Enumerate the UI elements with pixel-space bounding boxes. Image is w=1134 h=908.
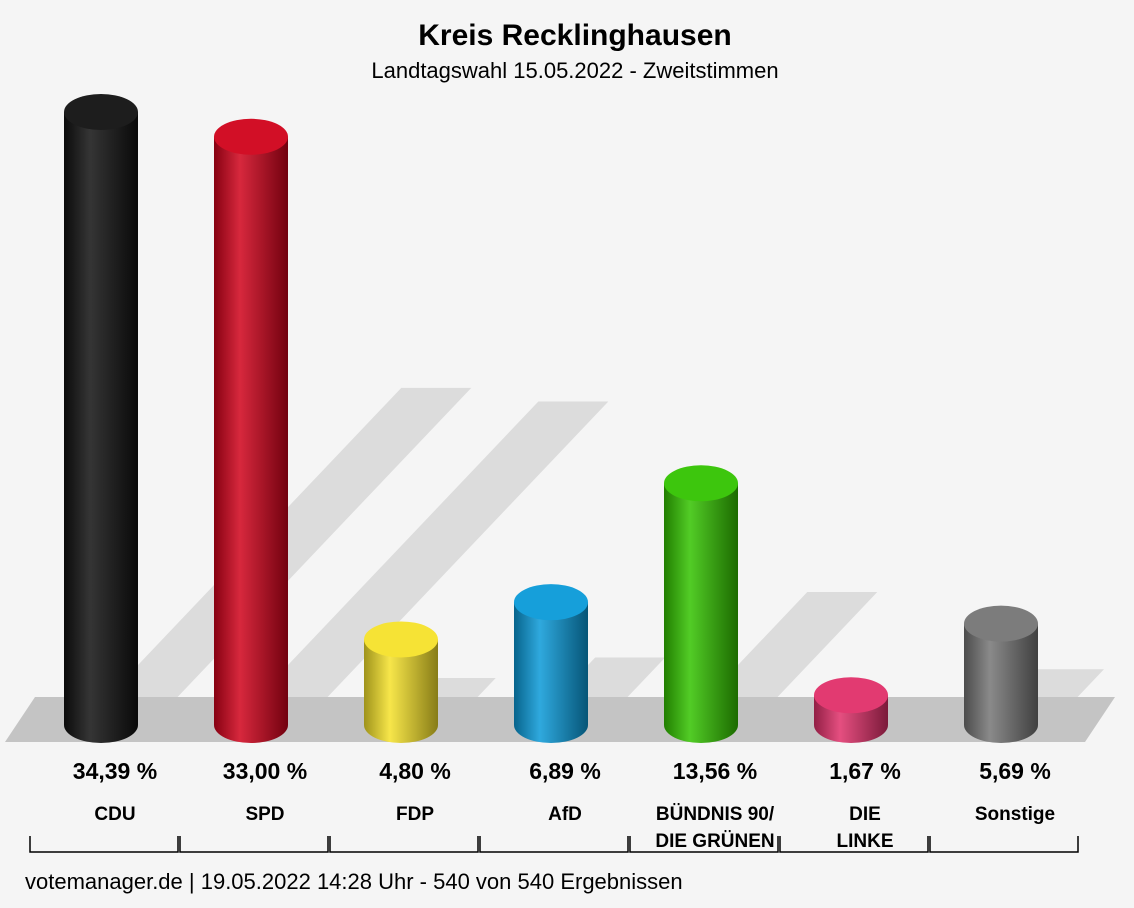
bar-top bbox=[964, 605, 1038, 642]
category-label: FDP bbox=[396, 804, 434, 825]
value-label: 6,89 % bbox=[529, 758, 601, 784]
category-bracket bbox=[929, 836, 1079, 853]
bar-top bbox=[214, 118, 288, 155]
bar bbox=[64, 112, 138, 725]
category-bracket bbox=[479, 836, 629, 853]
category-label: AfD bbox=[548, 804, 582, 825]
chart-subtitle: Landtagswahl 15.05.2022 - Zweitstimmen bbox=[371, 58, 778, 83]
category-bracket bbox=[629, 836, 779, 853]
bar-top bbox=[364, 621, 438, 658]
category-label: DIE bbox=[849, 804, 881, 825]
bar bbox=[664, 483, 738, 725]
value-label: 34,39 % bbox=[73, 758, 157, 784]
chart-title: Kreis Recklinghausen bbox=[418, 19, 731, 52]
category-label: SPD bbox=[245, 804, 284, 825]
category-bracket bbox=[329, 836, 479, 853]
value-label: 5,69 % bbox=[979, 758, 1051, 784]
bars bbox=[64, 94, 1038, 743]
value-label: 33,00 % bbox=[223, 758, 307, 784]
value-label: 13,56 % bbox=[673, 758, 757, 784]
category-label: LINKE bbox=[837, 831, 894, 852]
bar-top bbox=[664, 465, 738, 502]
category-label: CDU bbox=[94, 804, 135, 825]
category-label: Sonstige bbox=[975, 804, 1055, 825]
bar-top bbox=[814, 677, 888, 714]
footer: votemanager.de | 19.05.2022 14:28 Uhr - … bbox=[25, 869, 683, 894]
value-label: 4,80 % bbox=[379, 758, 451, 784]
bar-shadow bbox=[231, 401, 609, 725]
category-label: BÜNDNIS 90/ bbox=[656, 804, 775, 825]
category-bracket bbox=[779, 836, 929, 853]
category-bracket bbox=[29, 836, 179, 853]
bar bbox=[214, 136, 288, 725]
bar-top bbox=[514, 584, 588, 621]
bar-top bbox=[64, 94, 138, 130]
category-bracket bbox=[179, 836, 329, 853]
category-label: DIE GRÜNEN bbox=[655, 831, 774, 852]
bar bbox=[514, 602, 588, 725]
value-label: 1,67 % bbox=[829, 758, 901, 784]
